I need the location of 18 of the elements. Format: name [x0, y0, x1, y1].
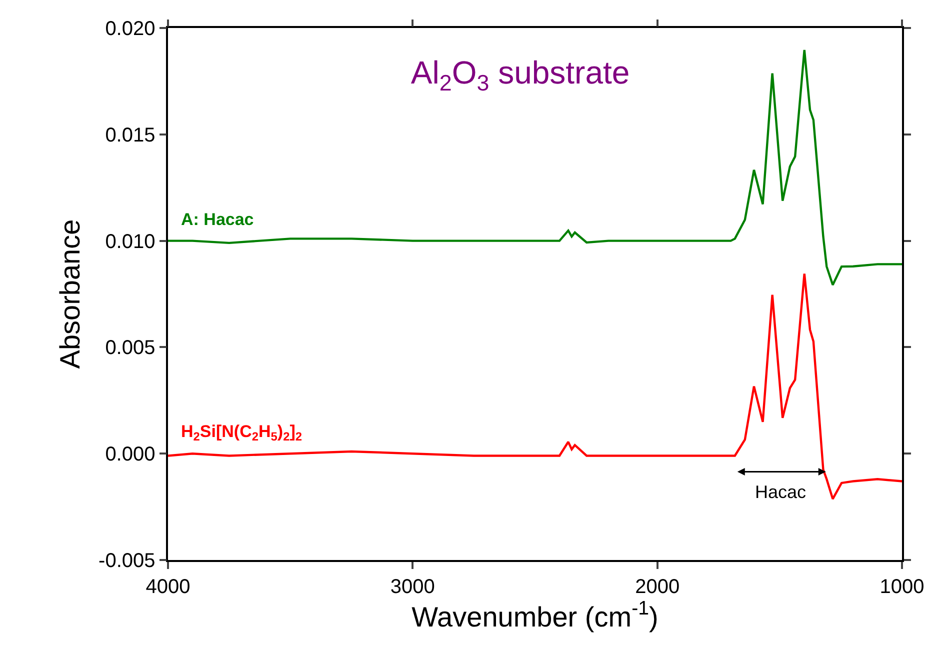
y-tick-label: 0.010: [105, 230, 156, 253]
text: Al$_{2}$O$_{3}$ substrate: [410, 54, 630, 96]
y-axis-title: Absorbance: [54, 219, 86, 369]
x-tick-label: 1000: [880, 576, 924, 598]
y-tick-label: 0.005: [105, 337, 156, 360]
x-axis-title: Wavenumber (cm$^{-1}$): [412, 598, 658, 633]
x-tick-label: 3000: [390, 576, 435, 598]
text: H$_{2}$Si[N(C$_{2}$H$_{5}$)$_{2}$]$_{2}$: [181, 422, 302, 444]
annotation: Hacac: [755, 482, 806, 502]
line-series: [168, 48, 902, 286]
y-tick-label: 0.015: [105, 124, 156, 146]
y-tick-label: 0.020: [105, 18, 156, 40]
x-tick-label: 4000: [146, 576, 190, 598]
y-tick-label: 0.000: [105, 444, 156, 466]
series-label: A: Hacac: [181, 210, 254, 229]
y-tick-label: -0.005: [98, 550, 156, 572]
x-tick-label: 2000: [635, 576, 680, 598]
line-series: [168, 272, 902, 500]
